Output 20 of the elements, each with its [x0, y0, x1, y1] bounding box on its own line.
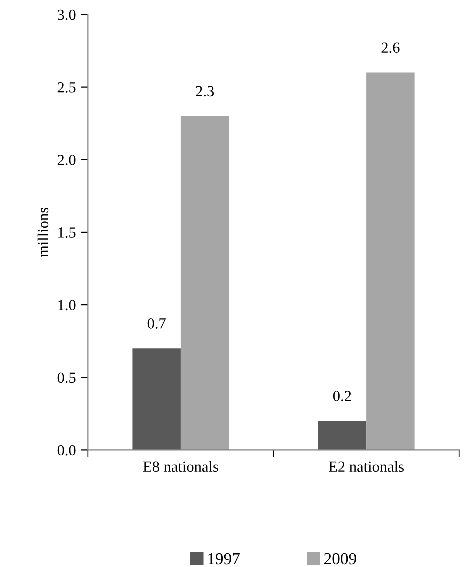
bar: [180, 116, 230, 450]
bar: [132, 348, 181, 450]
data-label: 0.7: [148, 318, 166, 329]
y-tick-label: 2.0: [58, 155, 76, 166]
y-tick-label: 0.5: [58, 372, 76, 384]
y-axis-title: millions: [38, 208, 49, 258]
x-tick-label: E8 nationals: [143, 461, 218, 472]
y-tick-label: 0.0: [58, 445, 76, 456]
bar: [366, 72, 415, 450]
y-tick-label: 3.0: [58, 10, 76, 20]
legend-label: 1997: [208, 553, 240, 565]
legend-label: 2009: [324, 553, 356, 565]
bar: [318, 421, 367, 450]
data-label: 2.6: [382, 42, 400, 54]
y-tick-label: 1.0: [58, 300, 76, 311]
data-label: 2.3: [196, 86, 214, 97]
x-tick-label: E2 nationals: [329, 461, 404, 472]
data-label: 0.2: [333, 391, 352, 402]
y-tick-label: 1.5: [58, 228, 76, 238]
y-tick-label: 2.5: [58, 82, 76, 93]
